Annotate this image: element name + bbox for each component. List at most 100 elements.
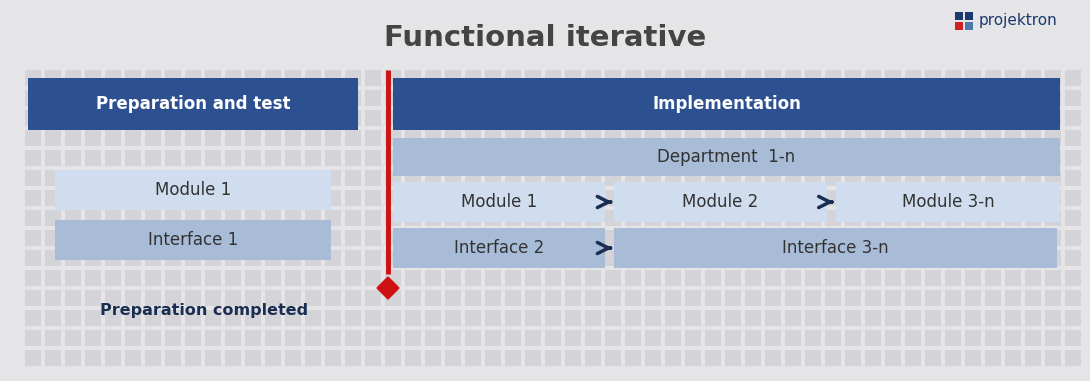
Bar [605, 210, 621, 226]
Bar [45, 110, 61, 126]
Bar [225, 250, 241, 266]
Bar [405, 250, 421, 266]
Bar [485, 150, 501, 166]
Bar [1025, 250, 1041, 266]
Bar [685, 250, 701, 266]
Bar [245, 250, 261, 266]
Bar [125, 230, 141, 246]
Bar [1065, 170, 1081, 186]
Bar [645, 150, 661, 166]
Bar [885, 350, 901, 366]
Bar [765, 230, 782, 246]
Bar [365, 230, 382, 246]
Bar [325, 170, 341, 186]
Bar [346, 310, 361, 326]
Bar [105, 210, 121, 226]
Bar [845, 190, 861, 206]
Bar [565, 170, 581, 186]
Bar [625, 290, 641, 306]
Bar [485, 230, 501, 246]
Bar [445, 170, 461, 186]
Bar [785, 170, 801, 186]
Bar [65, 90, 81, 106]
Bar [705, 110, 720, 126]
Bar [945, 350, 961, 366]
Bar [905, 170, 921, 186]
Bar [465, 170, 481, 186]
Bar [265, 270, 281, 286]
Bar [744, 150, 761, 166]
Bar [284, 190, 301, 206]
Bar [225, 230, 241, 246]
Bar [1065, 90, 1081, 106]
Bar [265, 290, 281, 306]
Bar [585, 270, 601, 286]
Bar [725, 290, 741, 306]
Bar [185, 310, 201, 326]
Bar [785, 90, 801, 106]
Bar [1045, 190, 1061, 206]
Bar [1025, 150, 1041, 166]
Bar [365, 350, 382, 366]
Bar [45, 330, 61, 346]
Bar [385, 270, 401, 286]
Bar [125, 250, 141, 266]
Bar [836, 182, 1059, 222]
Bar [445, 350, 461, 366]
Text: Module 2: Module 2 [682, 193, 759, 211]
Bar [346, 290, 361, 306]
Bar [85, 290, 101, 306]
Bar [1005, 230, 1021, 246]
Bar [265, 250, 281, 266]
Bar [205, 330, 221, 346]
Bar [284, 130, 301, 146]
Bar [325, 250, 341, 266]
Bar [365, 130, 382, 146]
Bar [665, 90, 681, 106]
Bar [605, 70, 621, 86]
Bar [525, 250, 541, 266]
Bar [125, 350, 141, 366]
Bar [665, 330, 681, 346]
Bar [585, 110, 601, 126]
Bar [385, 150, 401, 166]
Text: projektron: projektron [979, 13, 1057, 29]
Bar [305, 290, 320, 306]
Bar [605, 110, 621, 126]
Bar [705, 230, 720, 246]
Text: Implementation: Implementation [652, 95, 801, 113]
Bar [346, 90, 361, 106]
Bar [365, 150, 382, 166]
Bar [65, 310, 81, 326]
Bar [806, 350, 821, 366]
Bar [405, 270, 421, 286]
Text: Module 1: Module 1 [155, 181, 231, 199]
Bar [525, 90, 541, 106]
Bar [845, 270, 861, 286]
Bar [385, 210, 401, 226]
Bar [385, 290, 401, 306]
Bar [225, 70, 241, 86]
Bar [605, 330, 621, 346]
Bar [305, 150, 320, 166]
Bar [985, 210, 1001, 226]
Bar [985, 170, 1001, 186]
Bar [25, 170, 41, 186]
Bar [365, 190, 382, 206]
Bar [645, 170, 661, 186]
Bar [405, 70, 421, 86]
Bar [1025, 110, 1041, 126]
Bar [505, 150, 521, 166]
Bar [245, 210, 261, 226]
Bar [865, 130, 881, 146]
Bar [965, 230, 981, 246]
Bar [505, 350, 521, 366]
Bar [765, 330, 782, 346]
Bar [346, 270, 361, 286]
Bar [284, 70, 301, 86]
Bar [645, 230, 661, 246]
Bar [405, 290, 421, 306]
Bar [685, 170, 701, 186]
Bar [945, 130, 961, 146]
Bar [1065, 70, 1081, 86]
